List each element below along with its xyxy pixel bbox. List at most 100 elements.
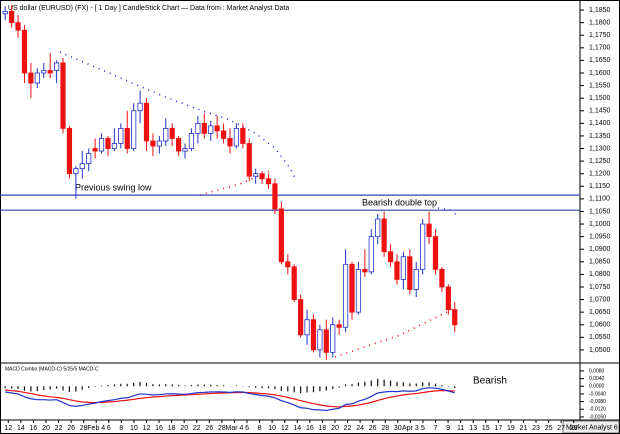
y-tick-label: -0,0080 (589, 399, 606, 405)
candle-body (233, 127, 240, 147)
x-tick-label: 16 (306, 425, 314, 432)
x-tick-label: 20 (180, 425, 188, 432)
candle-body (28, 72, 34, 84)
candle-body (349, 263, 355, 313)
candle-body (291, 266, 297, 300)
y-tick-label: 1,1300 (589, 145, 611, 152)
candle-body (387, 251, 394, 263)
x-tick-label: Mar 4 (226, 425, 244, 432)
candle-body (111, 143, 117, 149)
candle-body (452, 309, 458, 326)
candle-body (79, 163, 85, 170)
candle-body (124, 127, 130, 149)
candle-body (304, 319, 310, 336)
x-tick-label: 11 (457, 425, 464, 432)
y-tick-label: 1,1400 (589, 120, 611, 127)
candle-body (246, 143, 252, 177)
y-tick-label: 1,1150 (589, 183, 610, 190)
panel-title: MACD Combo (MACD-C) 5/25/5 MACD-C (5, 366, 99, 372)
candle-body (265, 178, 272, 185)
candle-body (323, 329, 329, 353)
y-tick-label: 0,0000 (589, 384, 605, 390)
candle-body (143, 102, 150, 142)
x-tick-label: Feb 4 (87, 425, 105, 432)
x-tick-label: 12 (4, 425, 12, 432)
level-label: Bearish double top (362, 198, 437, 208)
y-tick-label: 1,0700 (589, 296, 611, 303)
candle-body (240, 127, 246, 144)
y-tick-label: 1,1200 (589, 171, 611, 178)
y-tick-label: -0,0160 (589, 414, 606, 420)
x-tick-label: 14 (293, 425, 301, 432)
candle-body (420, 223, 426, 270)
candle-body (208, 125, 214, 134)
x-tick-label: 20 (331, 425, 339, 432)
y-tick-label: 1,1350 (589, 133, 611, 140)
x-tick-label: 9 (446, 425, 450, 432)
candle-body (278, 208, 284, 263)
y-tick-label: 1,1650 (589, 57, 611, 64)
candle-body (131, 110, 137, 149)
y-tick-label: 1,1750 (589, 32, 611, 39)
candle-body (362, 268, 368, 273)
candle-body (73, 168, 79, 175)
candle-body (156, 140, 162, 147)
x-tick-label: 26 (369, 425, 377, 432)
candle-body (214, 125, 220, 132)
y-tick-label: 1,0650 (589, 309, 611, 316)
y-tick-label: 1,0800 (589, 271, 611, 278)
x-tick-label: 23 (532, 425, 540, 432)
candle-body (98, 138, 105, 152)
candle-body (400, 256, 406, 280)
y-tick-label: 1,1000 (589, 221, 611, 228)
x-tick-label: 28 (218, 425, 226, 432)
x-tick-label: 13 (469, 425, 477, 432)
x-tick-label: 16 (30, 425, 38, 432)
x-tick-label: 25 (545, 425, 553, 432)
x-tick-label: 10 (268, 425, 276, 432)
candle-body (150, 140, 156, 147)
x-tick-label: 24 (356, 425, 364, 432)
x-tick-label: 22 (193, 425, 201, 432)
candle-body (34, 72, 40, 84)
x-tick-label: 28 (80, 425, 88, 432)
x-tick-label: 21 (520, 425, 528, 432)
x-tick-label: 6 (245, 425, 249, 432)
candle-body (336, 324, 342, 328)
candle-body (21, 29, 28, 74)
candle-body (432, 236, 439, 270)
candle-body (53, 62, 60, 71)
y-tick-label: 1,0750 (589, 284, 611, 291)
candle-body (310, 319, 317, 351)
x-tick-label: 22 (344, 425, 352, 432)
candle-body (118, 127, 124, 144)
candle-body (342, 263, 349, 328)
candle-body (86, 153, 92, 165)
y-tick-label: 1,1450 (589, 108, 611, 115)
candle-body (317, 329, 323, 351)
x-tick-label: 7 (434, 425, 438, 432)
y-tick-label: 1,1800 (589, 19, 611, 26)
x-tick-label: 10 (130, 425, 138, 432)
candle-body (60, 62, 66, 129)
candle-body (188, 133, 195, 149)
candle-body (105, 138, 111, 149)
x-tick-label: 12 (143, 425, 151, 432)
annotation: Bearish (473, 376, 507, 387)
candle-body (227, 138, 233, 147)
candle-body (2, 10, 8, 15)
y-tick-label: 1,0850 (589, 259, 611, 266)
x-tick-label: 12 (281, 425, 289, 432)
macd-line (5, 387, 455, 412)
candle-body (41, 70, 47, 74)
y-tick-label: 1,0900 (589, 246, 611, 253)
x-tick-label: 14 (17, 425, 25, 432)
candle-body (47, 70, 53, 74)
candle-body (394, 261, 400, 280)
candle-body (355, 268, 362, 313)
x-tick-label: 22 (55, 425, 63, 432)
candle-body (201, 122, 207, 134)
candle-body (176, 138, 182, 152)
x-tick-label: 18 (319, 425, 327, 432)
candle-body (253, 173, 259, 177)
